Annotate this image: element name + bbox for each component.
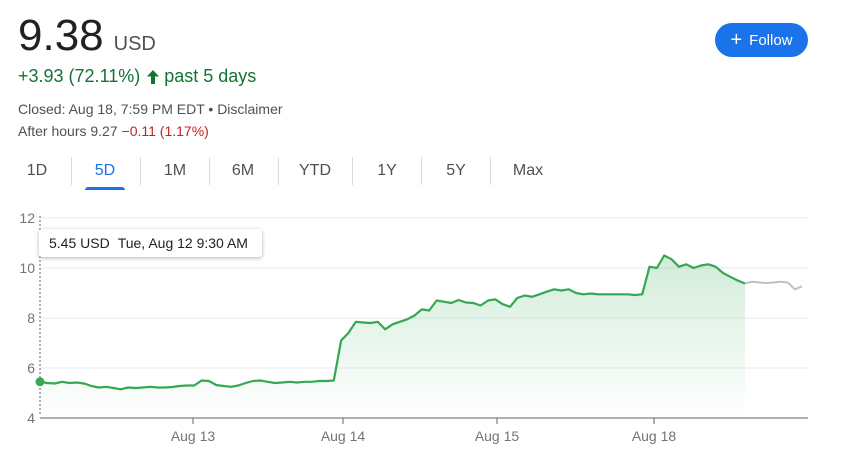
x-tick-label: Aug 13 (171, 428, 216, 444)
after-hours-change: −0.11 (1.17%) (121, 123, 209, 139)
tab-1y[interactable]: 1Y (377, 162, 397, 179)
x-tick-label: Aug 14 (321, 428, 366, 444)
after-hours-line (744, 280, 803, 291)
tab-divider (421, 157, 422, 185)
tab-5y[interactable]: 5Y (446, 162, 466, 179)
price-line (39, 254, 746, 391)
y-tick-label: 8 (27, 310, 35, 326)
tab-ytd[interactable]: YTD (299, 162, 331, 179)
change-value: +3.93 (72.11%) (18, 66, 141, 86)
tab-max[interactable]: Max (512, 162, 544, 179)
tab-divider (209, 157, 210, 185)
follow-label: Follow (749, 31, 793, 49)
tab-1m[interactable]: 1M (163, 162, 187, 179)
y-tick-label: 6 (27, 360, 35, 376)
x-tick-label: Aug 15 (475, 428, 520, 444)
tab-divider (490, 157, 491, 185)
follow-button[interactable]: + Follow (715, 23, 808, 57)
tab-1d[interactable]: 1D (26, 162, 48, 179)
tab-divider (278, 157, 279, 185)
after-hours-info: After hours 9.27 −0.11 (1.17%) (18, 123, 209, 139)
currency-label: USD (113, 33, 156, 55)
range-tabs: 1D 5D 1M 6M YTD 1Y 5Y Max (0, 152, 600, 190)
price-area-fill (40, 255, 745, 418)
closed-info: Closed: Aug 18, 7:59 PM EDT • Disclaimer (18, 101, 283, 117)
y-tick-label: 12 (19, 210, 35, 226)
price-change: +3.93 (72.11%) past 5 days (18, 66, 256, 87)
y-tick-label: 10 (19, 260, 35, 276)
tooltip-time: Tue, Aug 12 9:30 AM (117, 235, 248, 251)
hover-point (35, 377, 45, 387)
plus-icon: + (730, 29, 743, 51)
tooltip-value: 5.45 USD (49, 235, 110, 251)
price-chart[interactable]: 4 6 8 10 12 Aug 13 Aug 14 Aug 15 Aug 18 (0, 200, 850, 460)
y-tick-label: 4 (27, 410, 35, 426)
tab-divider (352, 157, 353, 185)
change-period: past 5 days (164, 66, 257, 86)
tab-divider (140, 157, 141, 185)
x-axis-labels: Aug 13 Aug 14 Aug 15 Aug 18 (171, 418, 677, 444)
price-header: 9.38 USD (18, 12, 156, 60)
tab-6m[interactable]: 6M (231, 162, 255, 179)
after-hours-price: After hours 9.27 (18, 123, 118, 139)
y-axis-labels: 4 6 8 10 12 (19, 210, 35, 426)
tab-divider (71, 157, 72, 185)
chart-tooltip: 5.45 USD Tue, Aug 12 9:30 AM (39, 229, 262, 257)
current-price: 9.38 (18, 11, 104, 60)
x-tick-label: Aug 18 (632, 428, 677, 444)
tab-5d[interactable]: 5D (82, 152, 128, 190)
arrow-up-icon (147, 69, 160, 84)
